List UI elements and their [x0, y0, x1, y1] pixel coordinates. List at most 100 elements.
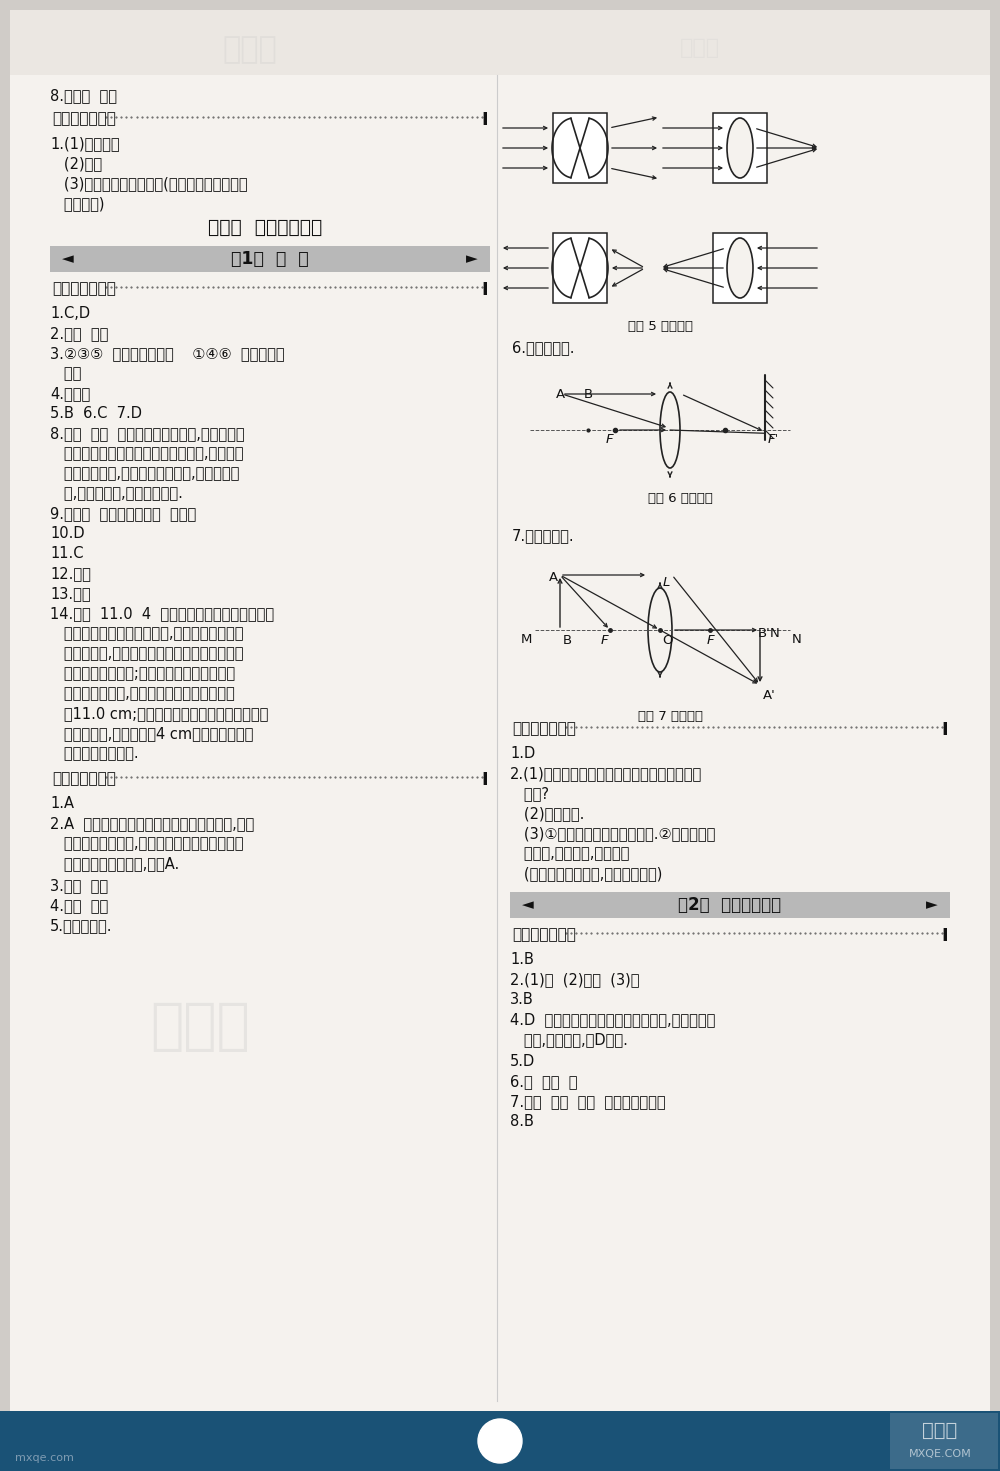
Text: 14.焦点  11.0  4  【解析】太阳光通过凸透镜后: 14.焦点 11.0 4 【解析】太阳光通过凸透镜后	[50, 606, 274, 621]
Text: I: I	[481, 771, 488, 788]
Text: 颠倒,左右颠倒,故D正确.: 颠倒,左右颠倒,故D正确.	[510, 1033, 628, 1047]
Text: 4.D  【解析】凸透镜成倒立的实像时,物与像上下: 4.D 【解析】凸透镜成倒立的实像时,物与像上下	[510, 1012, 715, 1027]
Text: 中,会灼伤蔬菜,容易造成火灾.: 中,会灼伤蔬菜,容易造成火灾.	[50, 485, 183, 502]
Text: 凸透镜,表面越凸,焦距越短: 凸透镜,表面越凸,焦距越短	[510, 846, 629, 861]
Text: B: B	[563, 634, 572, 647]
Text: 2.A  【解析】根据凸透镜对光线的会聚作用,结合: 2.A 【解析】根据凸透镜对光线的会聚作用,结合	[50, 816, 254, 831]
Text: MXQE.COM: MXQE.COM	[909, 1449, 971, 1459]
Bar	[0, 1411, 1000, 1471]
Text: (3)紫外线能否透过玻璃(或玻璃对紫外线的吸: (3)紫外线能否透过玻璃(或玻璃对紫外线的吸	[50, 177, 248, 191]
Text: (2)反射: (2)反射	[50, 156, 102, 171]
Bar	[50, 246, 490, 272]
Text: 作业帮: 作业帮	[150, 1000, 250, 1055]
Bar	[553, 232, 607, 303]
Text: ►: ►	[926, 897, 938, 912]
Text: 8.凸透  会聚  【解析】雨过天晴时,蔬菜塑料大: 8.凸透 会聚 【解析】雨过天晴时,蔬菜塑料大	[50, 427, 245, 441]
Text: 4.凸透  焦点: 4.凸透 焦点	[50, 897, 108, 913]
Text: 是凸透镜的焦距,由题图可知该凸透镜的焦距: 是凸透镜的焦距,由题图可知该凸透镜的焦距	[50, 685, 235, 702]
Text: 11.C: 11.C	[50, 546, 84, 560]
Bar	[890, 1414, 998, 1470]
Text: 有会聚作用,这个最小、最亮的光斑所在的位置: 有会聚作用,这个最小、最亮的光斑所在的位置	[50, 646, 244, 660]
Text: 12.焦点: 12.焦点	[50, 566, 91, 581]
Circle shape	[478, 1420, 522, 1464]
Text: (3)①凸透镜的材料和直径相同.②大小相同的: (3)①凸透镜的材料和直径相同.②大小相同的	[510, 827, 715, 841]
Text: 6.粗  凸透  虚: 6.粗 凸透 虚	[510, 1074, 578, 1089]
Text: 就是凸透镜的焦点;焦点到凸透镜光心的距离: 就是凸透镜的焦点;焦点到凸透镜光心的距离	[50, 666, 235, 681]
Text: 的会聚能力强一些.: 的会聚能力强一些.	[50, 746, 139, 761]
Text: 是11.0 cm;由于凸透镜的焦距越小对光线的会: 是11.0 cm;由于凸透镜的焦距越小对光线的会	[50, 706, 268, 721]
Text: 2.(1)凸透镜的焦距跟凸透镜表面凸起程度是否: 2.(1)凸透镜的焦距跟凸透镜表面凸起程度是否	[510, 766, 702, 781]
Text: 收能力等): 收能力等)	[50, 196, 104, 210]
Text: M: M	[521, 633, 532, 646]
Text: 1.B: 1.B	[510, 952, 534, 966]
Text: ◄: ◄	[522, 897, 534, 912]
Text: F: F	[600, 634, 608, 647]
Text: ►: ►	[466, 252, 478, 266]
Ellipse shape	[660, 391, 680, 468]
Ellipse shape	[727, 238, 753, 299]
Text: I: I	[941, 721, 948, 738]
Text: F: F	[706, 634, 714, 647]
Text: 射后将平行于主光轴,故选A.: 射后将平行于主光轴,故选A.	[50, 856, 179, 871]
Text: 7.如答图所示.: 7.如答图所示.	[512, 528, 575, 543]
Text: 【拓展创新练】: 【拓展创新练】	[512, 721, 576, 736]
Text: 【拓展创新练】: 【拓展创新练】	[52, 110, 116, 127]
Text: F: F	[768, 432, 776, 446]
Text: （第 6 题答图）: （第 6 题答图）	[648, 491, 712, 505]
Text: F: F	[605, 432, 613, 446]
Text: 3.②③⑤  中间厚、边缘薄    ①④⑥  中间薄、边: 3.②③⑤ 中间厚、边缘薄 ①④⑥ 中间薄、边	[50, 346, 285, 360]
Text: L: L	[663, 577, 670, 588]
Ellipse shape	[727, 118, 753, 178]
Text: 【基础巩固练】: 【基础巩固练】	[512, 927, 576, 941]
Text: 第五章  透镜及其应用: 第五章 透镜及其应用	[208, 218, 322, 237]
Text: 11: 11	[488, 1431, 512, 1450]
Text: 作业帮: 作业帮	[680, 38, 720, 57]
Text: 2.(1)小  (2)大于  (3)小: 2.(1)小 (2)大于 (3)小	[510, 972, 640, 987]
Text: 1.C,D: 1.C,D	[50, 306, 90, 321]
Text: 【基础巩固练】: 【基础巩固练】	[52, 281, 116, 296]
Bar	[713, 113, 767, 182]
Text: 10.D: 10.D	[50, 527, 85, 541]
Text: 2.折射  折射: 2.折射 折射	[50, 327, 108, 341]
Text: I: I	[481, 110, 488, 129]
Text: N: N	[770, 627, 780, 640]
Text: 5.D: 5.D	[510, 1055, 535, 1069]
Text: 形成一个最小、最亮的光斑,说明凸透镜对光线: 形成一个最小、最亮的光斑,说明凸透镜对光线	[50, 627, 244, 641]
Bar	[553, 113, 607, 182]
Text: 光路的可逆性可知,从焦点发出的光经凸透镜折: 光路的可逆性可知,从焦点发出的光经凸透镜折	[50, 836, 244, 852]
Text: 第1节  透  镜: 第1节 透 镜	[231, 250, 309, 268]
Text: 缘厚: 缘厚	[50, 366, 81, 381]
Text: mxqe.com: mxqe.com	[15, 1453, 74, 1464]
Text: 8.B: 8.B	[510, 1114, 534, 1130]
Text: A': A'	[763, 688, 776, 702]
Text: (本题属开放性题目,答案合理即可): (本题属开放性题目,答案合理即可)	[510, 866, 662, 881]
Text: 4.放大镜: 4.放大镜	[50, 385, 90, 402]
Text: ': '	[775, 432, 778, 443]
Bar	[510, 891, 950, 918]
Text: 聚能力越强,因此焦距为4 cm的凸透镜对光线: 聚能力越强,因此焦距为4 cm的凸透镜对光线	[50, 727, 253, 741]
Text: A: A	[555, 388, 565, 402]
Text: 第2节  生活中的透镜: 第2节 生活中的透镜	[678, 896, 782, 913]
Text: (2)可能有关.: (2)可能有关.	[510, 806, 584, 821]
Text: 1.D: 1.D	[510, 746, 535, 761]
Text: 9.平面镜  凸透镜和凹透镜  凸透镜: 9.平面镜 凸透镜和凹透镜 凸透镜	[50, 506, 196, 521]
Text: I: I	[481, 281, 488, 299]
Text: 【能力提升练】: 【能力提升练】	[52, 771, 116, 786]
Ellipse shape	[648, 588, 672, 672]
Text: 作业帮: 作业帮	[223, 35, 277, 65]
Text: N: N	[792, 633, 802, 646]
Text: 1.A: 1.A	[50, 796, 74, 811]
Text: （第 7 题答图）: （第 7 题答图）	[638, 710, 702, 724]
Text: B: B	[583, 388, 593, 402]
Text: 5.B  6.C  7.D: 5.B 6.C 7.D	[50, 406, 142, 421]
Text: O: O	[662, 634, 672, 647]
Text: 答案圈: 答案圈	[922, 1421, 958, 1440]
Text: 8.红外线  激光: 8.红外线 激光	[50, 88, 117, 103]
Text: 1.(1)荧光物质: 1.(1)荧光物质	[50, 135, 120, 152]
Text: 棚的积水窝的形状是中间厚、边缘薄,符合凸透: 棚的积水窝的形状是中间厚、边缘薄,符合凸透	[50, 446, 244, 460]
Bar	[10, 10, 990, 75]
Text: B': B'	[758, 627, 771, 640]
Text: 3.B: 3.B	[510, 991, 534, 1008]
Text: ◄: ◄	[62, 252, 74, 266]
Text: 5.如答图所示.: 5.如答图所示.	[50, 918, 112, 933]
